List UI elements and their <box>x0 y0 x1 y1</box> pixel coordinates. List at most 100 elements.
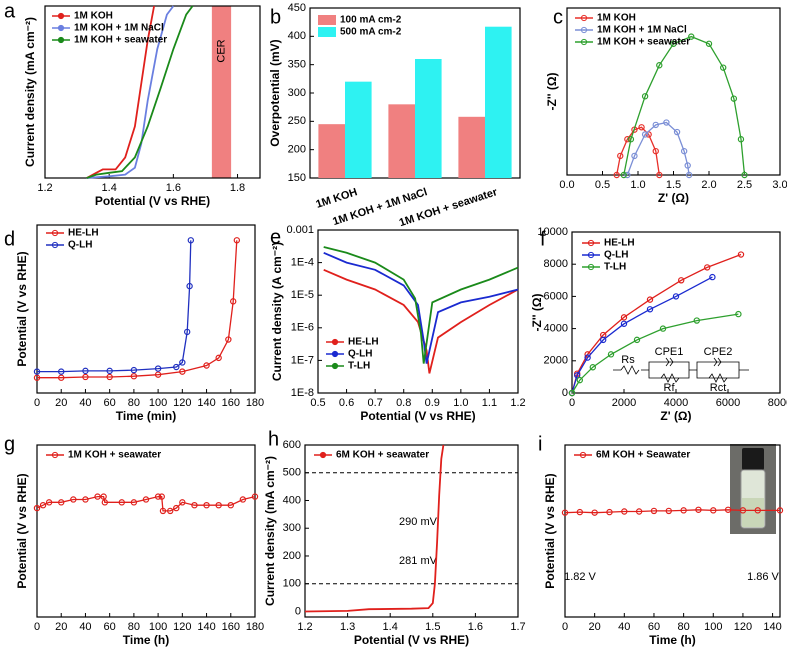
data-point <box>130 366 138 374</box>
data-point <box>650 507 658 515</box>
data-point <box>233 237 241 244</box>
data-point <box>641 131 649 138</box>
x-tick-label: 1.4 <box>102 182 117 194</box>
x-axis-label: Z' (Ω) <box>658 191 689 205</box>
circuit-label: Rct <box>710 382 727 394</box>
panel-letter: d <box>4 228 15 250</box>
x-tick-label: 0 <box>34 621 40 633</box>
x-axis-label: Potential (V vs RHE) <box>354 633 469 647</box>
series-line <box>323 251 519 364</box>
series-line <box>564 509 780 514</box>
y-axis-label: Current density (mA cm⁻²) <box>263 456 277 606</box>
y-tick-label: 8000 <box>544 258 568 270</box>
y-axis-label: Potential (V vs RHE) <box>543 473 557 588</box>
legend-label: 1M KOH <box>597 13 636 24</box>
data-point <box>82 373 89 381</box>
x-tick-label: 4000 <box>664 397 688 409</box>
y-tick-label: 400 <box>288 30 306 42</box>
x-tick-label: 1.4 <box>383 621 398 633</box>
data-point <box>187 237 195 244</box>
x-tick-label: 40 <box>618 621 630 633</box>
x-tick-label: 0.8 <box>396 397 411 409</box>
x-tick-label: 0.7 <box>367 397 382 409</box>
legend-label: 100 mA cm-2 <box>340 15 402 26</box>
data-point <box>186 282 193 290</box>
data-point <box>118 499 125 506</box>
axes-frame <box>36 444 256 618</box>
x-tick-label: 1.8 <box>230 182 245 194</box>
x-tick-label: 40 <box>79 397 91 409</box>
data-point <box>670 40 677 47</box>
panel: f 0 2000 4000 6000 8000 0 2000 4000 6000 8000 10000… <box>530 226 787 423</box>
data-point <box>568 389 576 397</box>
axes-frame <box>304 444 519 618</box>
annotation: 1.82 V <box>564 571 596 583</box>
legend-marker <box>51 241 59 249</box>
x-tick-label: 140 <box>763 621 781 633</box>
data-point <box>239 496 247 503</box>
data-point <box>167 507 174 515</box>
legend-marker <box>331 350 339 358</box>
panel: i 0 20 40 60 80 100 120 140 Time (h) Potential (V … <box>538 433 784 647</box>
data-point <box>621 508 628 515</box>
legend-label: T-LH <box>348 361 370 372</box>
data-point <box>100 493 107 500</box>
data-point <box>600 336 607 344</box>
data-point <box>591 509 598 516</box>
legend-swatch <box>318 27 336 37</box>
data-point <box>724 506 732 513</box>
legend-marker <box>51 451 59 459</box>
x-tick-label: 0.0 <box>559 179 574 191</box>
legend-marker <box>57 36 65 44</box>
legend-label: 500 mA cm-2 <box>340 27 402 38</box>
x-axis-label: Z' (Ω) <box>660 409 691 423</box>
x-tick-label: 8000 <box>768 397 787 409</box>
data-point <box>624 171 631 179</box>
data-point <box>227 502 234 509</box>
axes-frame <box>44 5 261 179</box>
data-point <box>620 171 628 179</box>
data-point <box>710 507 717 514</box>
series-line <box>323 268 519 374</box>
y-axis-label: Current density (mA cm⁻²) <box>23 17 37 167</box>
legend-label: 6M KOH + seawater <box>336 450 429 461</box>
data-point <box>631 152 638 160</box>
x-tick-label: 120 <box>173 397 191 409</box>
x-tick-label: 100 <box>149 397 167 409</box>
y-axis-label: -Z'' (Ω) <box>545 73 559 111</box>
y-tick-label: 1E-4 <box>291 257 314 269</box>
data-point <box>576 508 584 516</box>
data-point <box>130 373 138 380</box>
x-axis-label: Time (min) <box>116 409 176 423</box>
data-point <box>638 124 645 131</box>
panel: d 0 20 40 60 80 100 120 140 160 180 Time (min) Poten… <box>4 224 264 423</box>
bar <box>458 116 485 178</box>
data-point <box>70 496 77 503</box>
panel-letter: b <box>270 6 281 28</box>
x-tick-label: 1.5 <box>425 621 440 633</box>
panel-letter: h <box>268 428 279 450</box>
x-tick-label: 140 <box>197 397 215 409</box>
bar <box>345 81 372 178</box>
data-point <box>39 502 47 509</box>
legend-swatch <box>318 15 336 25</box>
data-point <box>607 351 615 358</box>
data-point <box>589 364 597 371</box>
series-line <box>86 5 155 179</box>
panel: c 0.0 0.5 1.0 1.5 2.0 2.5 3.0 Z' (Ω) -Z'' (Ω) 1M K… <box>545 6 787 205</box>
data-point <box>685 171 693 179</box>
data-point <box>680 147 688 155</box>
legend-label: 1M KOH + 1M NaCl <box>74 23 164 34</box>
data-point <box>656 62 663 69</box>
y-tick-label: 0 <box>562 387 568 399</box>
y-tick-label: 1E-8 <box>291 387 314 399</box>
data-point <box>741 171 748 179</box>
legend-label: 6M KOH + Seawater <box>596 450 690 461</box>
data-point <box>94 493 101 500</box>
x-tick-label: 1.6 <box>468 621 483 633</box>
y-axis-label: Potential (V vs RHE) <box>15 251 29 366</box>
x-tick-label: 1.2 <box>510 397 525 409</box>
data-point <box>82 496 89 503</box>
x-tick-label: 140 <box>197 621 215 633</box>
vial-photo <box>730 444 776 534</box>
